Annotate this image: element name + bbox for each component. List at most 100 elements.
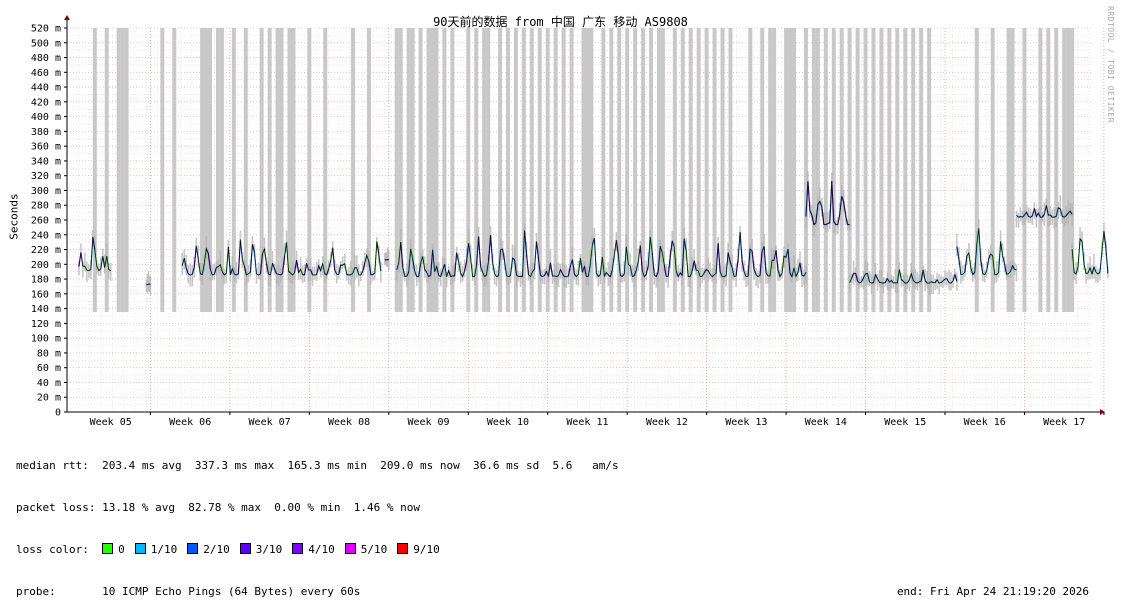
packet-loss-row: packet loss: 13.18 % avg 82.78 % max 0.0… bbox=[16, 501, 1105, 515]
loss-spike-bar bbox=[117, 28, 121, 312]
x-tick-label: Week 12 bbox=[646, 417, 688, 428]
loss-spike-bar bbox=[784, 28, 788, 312]
x-tick-label: Week 05 bbox=[90, 417, 132, 428]
loss-spike-bar bbox=[172, 28, 176, 312]
y-tick-label: 180 m bbox=[31, 275, 61, 286]
y-tick-label: 20 m bbox=[37, 393, 61, 404]
loss-spike-bar bbox=[887, 28, 891, 312]
loss-color-item: 5/10 bbox=[345, 543, 388, 556]
y-tick-label: 40 m bbox=[37, 378, 61, 389]
loss-spike-bar bbox=[121, 28, 125, 312]
loss-spike-bar bbox=[903, 28, 907, 312]
loss-spike-bar bbox=[125, 28, 129, 312]
x-tick-label: Week 09 bbox=[407, 417, 449, 428]
loss-spike-bar bbox=[816, 28, 820, 312]
loss-color-text: 0 bbox=[118, 543, 125, 556]
loss-color-text: 5/10 bbox=[361, 543, 388, 556]
loss-spike-bar bbox=[879, 28, 883, 312]
loss-color-text: 4/10 bbox=[308, 543, 335, 556]
loss-spike-bar bbox=[772, 28, 776, 312]
y-tick-label: 420 m bbox=[31, 97, 61, 108]
loss-color-label: loss color: bbox=[16, 543, 89, 556]
y-tick-label: 0 bbox=[55, 408, 61, 419]
loss-spike-bar bbox=[848, 28, 852, 312]
probe-value: 10 ICMP Echo Pings (64 Bytes) every 60s bbox=[102, 585, 360, 598]
loss-color-text: 3/10 bbox=[256, 543, 283, 556]
packet-loss-value: 13.18 % avg 82.78 % max 0.00 % min 1.46 … bbox=[102, 501, 420, 514]
loss-color-swatch bbox=[187, 543, 198, 554]
x-tick-label: Week 17 bbox=[1043, 417, 1085, 428]
y-tick-label: 60 m bbox=[37, 363, 61, 374]
loss-spike-bar bbox=[1022, 28, 1026, 312]
x-tick-label: Week 14 bbox=[805, 417, 847, 428]
loss-spike-bar bbox=[1066, 28, 1070, 312]
loss-color-item: 4/10 bbox=[292, 543, 335, 556]
x-tick-label: Week 11 bbox=[566, 417, 608, 428]
loss-color-item: 2/10 bbox=[187, 543, 230, 556]
loss-spike-bar bbox=[832, 28, 836, 312]
median-rtt-row: median rtt: 203.4 ms avg 337.3 ms max 16… bbox=[16, 459, 1105, 473]
x-tick-label: Week 06 bbox=[169, 417, 211, 428]
loss-color-item: 1/10 bbox=[135, 543, 178, 556]
y-tick-label: 320 m bbox=[31, 171, 61, 182]
y-tick-label: 80 m bbox=[37, 348, 61, 359]
y-tick-label: 360 m bbox=[31, 142, 61, 153]
loss-color-item: 3/10 bbox=[240, 543, 283, 556]
loss-color-swatch bbox=[135, 543, 146, 554]
loss-color-swatch bbox=[292, 543, 303, 554]
x-tick-label: Week 08 bbox=[328, 417, 370, 428]
loss-color-text: 1/10 bbox=[151, 543, 178, 556]
x-tick-label: Week 16 bbox=[964, 417, 1006, 428]
y-tick-label: 400 m bbox=[31, 112, 61, 123]
y-tick-label: 480 m bbox=[31, 53, 61, 64]
x-tick-label: Week 07 bbox=[249, 417, 291, 428]
loss-color-item: 9/10 bbox=[397, 543, 440, 556]
loss-color-swatch bbox=[345, 543, 356, 554]
loss-color-swatch bbox=[397, 543, 408, 554]
loss-color-text: 9/10 bbox=[413, 543, 440, 556]
smokeping-chart: 0 20 m 40 m 60 m 80 m 100 m 120 m 140 m 160 m 180… bbox=[0, 0, 1121, 430]
y-tick-label: 240 m bbox=[31, 230, 61, 241]
loss-spike-bar bbox=[1038, 28, 1042, 312]
y-tick-label: 160 m bbox=[31, 289, 61, 300]
y-tick-label: 280 m bbox=[31, 201, 61, 212]
median-rtt-label: median rtt: bbox=[16, 459, 89, 472]
y-tick-label: 440 m bbox=[31, 83, 61, 94]
probe-label: probe: bbox=[16, 585, 56, 598]
loss-color-item: 0 bbox=[102, 543, 125, 556]
y-axis-arrow bbox=[64, 15, 70, 20]
y-tick-label: 140 m bbox=[31, 304, 61, 315]
y-tick-label: 100 m bbox=[31, 334, 61, 345]
y-tick-label: 340 m bbox=[31, 156, 61, 167]
loss-spike-bar bbox=[812, 28, 816, 312]
loss-spike-bar bbox=[1046, 28, 1050, 312]
end-time-label: end: Fri Apr 24 21:19:20 2026 bbox=[897, 585, 1089, 599]
loss-spike-bar bbox=[768, 28, 772, 312]
y-tick-label: 120 m bbox=[31, 319, 61, 330]
packet-loss-label: packet loss: bbox=[16, 501, 95, 514]
y-tick-label: 300 m bbox=[31, 186, 61, 197]
loss-spike-bar bbox=[1062, 28, 1066, 312]
loss-color-swatch bbox=[240, 543, 251, 554]
loss-spike-bar bbox=[840, 28, 844, 312]
loss-color-text: 2/10 bbox=[203, 543, 230, 556]
x-tick-label: Week 10 bbox=[487, 417, 529, 428]
chart-legend: median rtt: 203.4 ms avg 337.3 ms max 16… bbox=[16, 431, 1105, 613]
y-tick-label: 200 m bbox=[31, 260, 61, 271]
y-tick-label: 460 m bbox=[31, 68, 61, 79]
loss-spike-bar bbox=[824, 28, 828, 312]
median-rtt-value: 203.4 ms avg 337.3 ms max 165.3 ms min 2… bbox=[102, 459, 619, 472]
loss-color-swatch bbox=[102, 543, 113, 554]
x-tick-label: Week 15 bbox=[884, 417, 926, 428]
probe-row: probe: 10 ICMP Echo Pings (64 Bytes) eve… bbox=[16, 585, 1105, 599]
loss-color-row: loss color: 0 1/10 2/10 3/10 4/10 5/10 9/10 bbox=[16, 543, 1105, 557]
loss-spike-bar bbox=[1054, 28, 1058, 312]
y-tick-label: 260 m bbox=[31, 216, 61, 227]
y-tick-label: 520 m bbox=[31, 24, 61, 35]
loss-spike-bar bbox=[927, 28, 931, 312]
y-tick-label: 220 m bbox=[31, 245, 61, 256]
y-tick-label: 500 m bbox=[31, 38, 61, 49]
loss-spike-bar bbox=[649, 28, 653, 312]
y-tick-label: 380 m bbox=[31, 127, 61, 138]
x-tick-label: Week 13 bbox=[725, 417, 767, 428]
